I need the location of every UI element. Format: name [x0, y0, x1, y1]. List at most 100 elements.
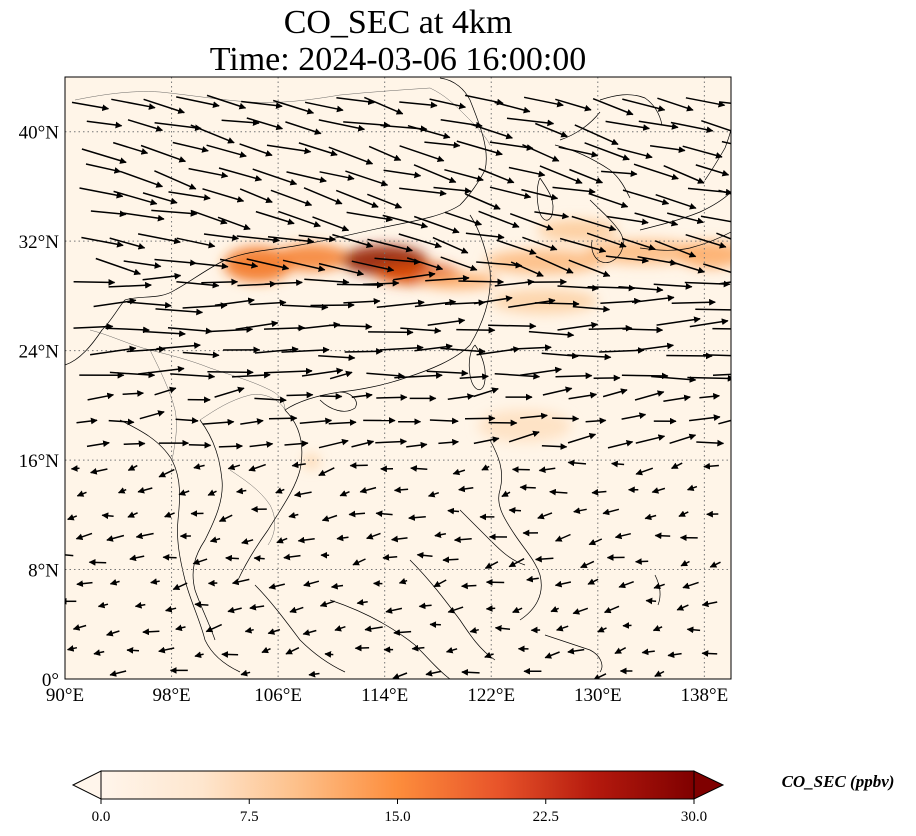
wind-arrow [569, 168, 604, 184]
wind-arrow [351, 439, 375, 448]
wind-arrow [190, 209, 228, 225]
wind-arrow [535, 255, 574, 274]
wind-arrow [461, 668, 480, 676]
wind-arrow [653, 582, 665, 590]
wind-arrow [137, 233, 181, 245]
co-plume-8 [537, 219, 618, 242]
wind-arrow [682, 581, 699, 589]
wind-arrow [328, 323, 373, 330]
wind-arrow [364, 96, 404, 115]
wind-arrow [241, 538, 254, 545]
wind-arrow [352, 558, 366, 566]
wind-arrow [588, 324, 633, 332]
wind-arrow [459, 373, 489, 381]
wind-arrow [398, 577, 408, 585]
wind-arrow [203, 233, 240, 242]
wind-arrow [209, 536, 221, 543]
wind-arrow [73, 323, 114, 331]
wind-arrow [484, 561, 499, 569]
wind-arrow [266, 144, 312, 155]
wind-arrow [304, 278, 350, 286]
wind-arrow [339, 490, 350, 497]
wind-arrow [644, 513, 657, 521]
wind-arrow [176, 280, 220, 289]
wind-arrow [663, 165, 705, 184]
title-line-2: Time: 2024-03-06 16:00:00 [210, 41, 587, 78]
wind-arrow [328, 419, 357, 426]
wind-arrow [703, 263, 731, 274]
wind-arrow [231, 578, 250, 586]
wind-arrow [573, 507, 587, 514]
wind-arrow [101, 512, 114, 520]
wind-arrow [456, 140, 503, 156]
wind-arrow [588, 192, 629, 209]
wind-arrow [281, 303, 329, 311]
wind-arrow [154, 170, 197, 190]
wind-arrow [510, 344, 552, 351]
wind-arrow [539, 165, 583, 184]
co-plume-11 [303, 454, 320, 469]
wind-arrow [611, 460, 625, 468]
wind-arrow [669, 433, 697, 445]
wind-arrow [312, 216, 350, 232]
wind-arrow [73, 279, 116, 286]
wind-arrow [425, 669, 442, 677]
wind-arrow [427, 317, 466, 326]
wind-arrow [429, 98, 467, 110]
wind-arrow [509, 212, 554, 231]
wind-arrow [687, 374, 731, 382]
wind-arrow [202, 418, 235, 426]
wind-arrow [641, 648, 655, 656]
wind-arrow [382, 554, 398, 561]
wind-arrow [411, 644, 425, 652]
wind-arrow [485, 605, 496, 612]
wind-arrow [236, 487, 247, 495]
lat-tick-label: 24°N [19, 342, 60, 363]
wind-arrow [375, 510, 393, 518]
wind-arrow [190, 124, 235, 144]
wind-arrow [721, 140, 731, 145]
wind-arrow [343, 297, 381, 305]
colorbar-min-extension [71, 770, 102, 800]
wind-arrow [473, 387, 499, 398]
wind-arrow [113, 190, 158, 206]
wind-arrow [123, 260, 162, 269]
wind-arrow [407, 124, 451, 140]
wind-arrow [324, 651, 334, 658]
wind-arrow [534, 300, 580, 308]
wind-arrow [438, 438, 459, 446]
wind-arrow [689, 414, 721, 422]
wind-arrow [120, 170, 164, 188]
wind-arrow [207, 326, 254, 333]
wind-arrow [521, 188, 559, 201]
wind-arrow [585, 417, 607, 425]
wind-arrow [88, 559, 107, 566]
wind-arrow [394, 372, 443, 379]
wind-arrow [351, 260, 395, 273]
wind-arrow [414, 343, 453, 352]
wind-arrow [572, 607, 589, 615]
lon-tick-label: 122°E [467, 685, 515, 706]
wind-arrow [140, 144, 187, 163]
wind-arrow [413, 164, 457, 183]
wind-arrow [255, 210, 295, 225]
colorbar-tick-label: 7.5 [240, 809, 259, 825]
wind-arrow [95, 257, 141, 276]
wind-arrow [205, 623, 223, 633]
wind-arrow [473, 295, 513, 305]
wind-arrow [652, 624, 663, 632]
lat-tick-label: 32°N [19, 232, 60, 253]
wind-arrow [556, 624, 569, 632]
wind-arrow [682, 145, 723, 159]
wind-arrow [319, 171, 355, 181]
wind-arrow [143, 98, 185, 114]
wind-arrow [302, 629, 317, 636]
wind-arrow [122, 390, 144, 397]
wind-arrow [158, 468, 175, 478]
wind-arrow [447, 606, 464, 614]
wind-arrow [126, 345, 166, 353]
wind-arrow [522, 144, 560, 162]
wind-arrow [522, 236, 558, 251]
wind-arrow [568, 391, 598, 400]
lon-tick-label: 98°E [152, 685, 190, 706]
